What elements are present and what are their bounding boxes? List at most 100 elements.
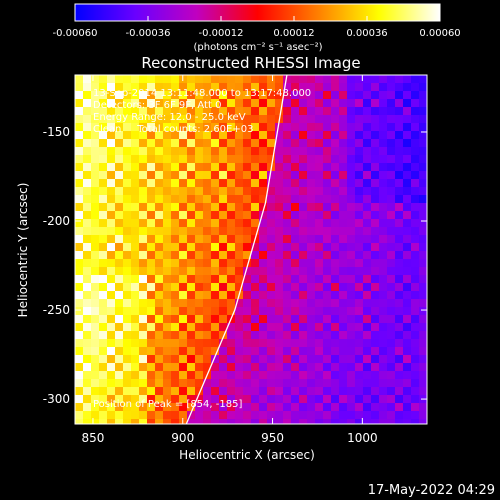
- heatmap-cell: [179, 147, 187, 155]
- heatmap-cell: [195, 395, 203, 403]
- heatmap-cell: [355, 75, 363, 83]
- heatmap-cell: [379, 211, 387, 219]
- heatmap-cell: [115, 411, 123, 419]
- heatmap-cell: [371, 419, 379, 424]
- heatmap-cell: [355, 163, 363, 171]
- heatmap-cell: [75, 171, 83, 179]
- heatmap-cell: [163, 235, 171, 243]
- heatmap-cell: [283, 379, 291, 387]
- heatmap-cell: [411, 283, 419, 291]
- heatmap-cell: [291, 219, 299, 227]
- heatmap-cell: [131, 219, 139, 227]
- heatmap-cell: [243, 163, 251, 171]
- heatmap-cell: [139, 411, 147, 419]
- heatmap-cell: [219, 123, 227, 131]
- heatmap-cell: [371, 315, 379, 323]
- heatmap-cell: [387, 107, 395, 115]
- heatmap-cell: [187, 203, 195, 211]
- heatmap-cell: [331, 123, 339, 131]
- heatmap-cell: [371, 283, 379, 291]
- heatmap-cell: [419, 371, 427, 379]
- heatmap-cell: [251, 267, 259, 275]
- heatmap-cell: [131, 251, 139, 259]
- heatmap-cell: [411, 347, 419, 355]
- heatmap-cell: [107, 299, 115, 307]
- heatmap-cell: [171, 219, 179, 227]
- heatmap-cell: [315, 283, 323, 291]
- heatmap-cell: [163, 155, 171, 163]
- heatmap-cell: [219, 395, 227, 403]
- heatmap-cell: [123, 203, 131, 211]
- heatmap-cell: [99, 75, 107, 83]
- heatmap-cell: [83, 115, 91, 123]
- heatmap-cell: [147, 147, 155, 155]
- heatmap-cell: [99, 211, 107, 219]
- heatmap-cell: [171, 283, 179, 291]
- heatmap-cell: [275, 83, 283, 91]
- heatmap-cell: [331, 211, 339, 219]
- heatmap-cell: [227, 307, 235, 315]
- heatmap-cell: [91, 419, 99, 424]
- heatmap-cell: [283, 171, 291, 179]
- heatmap-cell: [187, 211, 195, 219]
- heatmap-cell: [163, 203, 171, 211]
- heatmap-cell: [195, 275, 203, 283]
- heatmap-cell: [403, 339, 411, 347]
- heatmap-cell: [91, 227, 99, 235]
- heatmap-cell: [251, 379, 259, 387]
- heatmap-cell: [211, 123, 219, 131]
- heatmap-cell: [171, 371, 179, 379]
- heatmap-cell: [155, 259, 163, 267]
- heatmap-cell: [123, 99, 131, 107]
- heatmap-cell: [299, 395, 307, 403]
- heatmap-cell: [115, 339, 123, 347]
- heatmap-cell: [259, 355, 267, 363]
- heatmap-cell: [187, 291, 195, 299]
- heatmap-cell: [211, 363, 219, 371]
- heatmap-cell: [331, 99, 339, 107]
- heatmap-cell: [339, 235, 347, 243]
- heatmap-cell: [139, 307, 147, 315]
- heatmap-cell: [171, 211, 179, 219]
- heatmap-cell: [195, 227, 203, 235]
- heatmap-cell: [339, 83, 347, 91]
- heatmap-cell: [259, 315, 267, 323]
- heatmap-cell: [227, 163, 235, 171]
- heatmap-cell: [291, 363, 299, 371]
- heatmap-cell: [371, 363, 379, 371]
- heatmap-cell: [131, 355, 139, 363]
- heatmap-cell: [291, 299, 299, 307]
- heatmap-cell: [315, 179, 323, 187]
- heatmap-cell: [387, 307, 395, 315]
- heatmap-cell: [387, 371, 395, 379]
- heatmap-cell: [419, 171, 427, 179]
- heatmap-cell: [379, 155, 387, 163]
- heatmap-cell: [363, 379, 371, 387]
- heatmap-cell: [123, 211, 131, 219]
- heatmap-cell: [299, 219, 307, 227]
- heatmap-cell: [195, 147, 203, 155]
- heatmap-cell: [99, 219, 107, 227]
- heatmap-cell: [331, 283, 339, 291]
- heatmap-cell: [283, 347, 291, 355]
- heatmap-cell: [419, 339, 427, 347]
- heatmap-cell: [395, 243, 403, 251]
- heatmap-cell: [395, 155, 403, 163]
- heatmap-cell: [395, 251, 403, 259]
- heatmap-cell: [307, 243, 315, 251]
- heatmap-cell: [91, 363, 99, 371]
- heatmap-cell: [195, 307, 203, 315]
- heatmap-cell: [211, 75, 219, 83]
- heatmap-cell: [115, 179, 123, 187]
- heatmap-cell: [331, 219, 339, 227]
- heatmap-cell: [323, 83, 331, 91]
- heatmap-cell: [275, 91, 283, 99]
- heatmap-cell: [179, 323, 187, 331]
- heatmap-cell: [171, 75, 179, 83]
- heatmap-cell: [395, 411, 403, 419]
- heatmap-cell: [387, 83, 395, 91]
- heatmap-cell: [275, 147, 283, 155]
- heatmap-cell: [91, 395, 99, 403]
- heatmap-cell: [115, 75, 123, 83]
- heatmap-cell: [315, 315, 323, 323]
